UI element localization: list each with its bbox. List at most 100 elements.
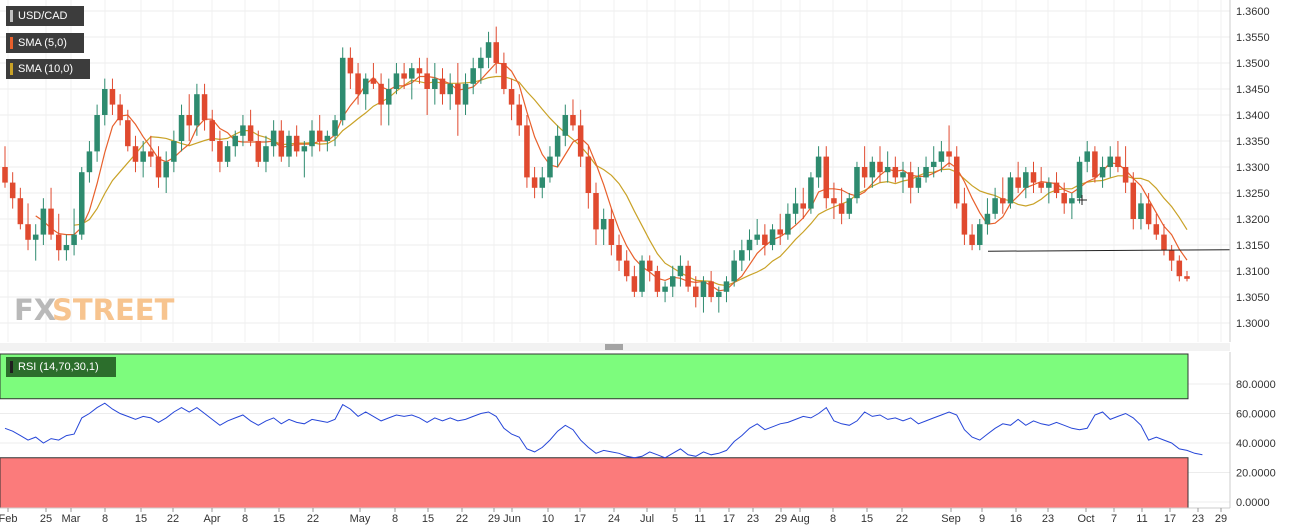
- candle[interactable]: [524, 115, 530, 188]
- candle[interactable]: [685, 260, 691, 292]
- candle[interactable]: [1130, 172, 1137, 230]
- candle[interactable]: [892, 156, 899, 183]
- candle[interactable]: [746, 229, 753, 261]
- candle[interactable]: [539, 167, 546, 199]
- candle[interactable]: [362, 73, 369, 110]
- candle[interactable]: [923, 156, 929, 183]
- candle[interactable]: [17, 187, 24, 230]
- candle[interactable]: [109, 78, 116, 115]
- candle[interactable]: [347, 47, 354, 89]
- candle[interactable]: [240, 115, 246, 147]
- candle[interactable]: [762, 224, 768, 256]
- legend-sma10[interactable]: SMA (10,0): [6, 59, 90, 79]
- candle[interactable]: [815, 146, 822, 188]
- candle[interactable]: [884, 151, 891, 183]
- candle[interactable]: [78, 167, 85, 240]
- candle[interactable]: [785, 203, 791, 240]
- candle[interactable]: [455, 63, 461, 136]
- candle[interactable]: [1153, 213, 1160, 240]
- candle[interactable]: [217, 130, 223, 173]
- candle[interactable]: [32, 224, 39, 261]
- candle[interactable]: [800, 187, 806, 219]
- candle[interactable]: [593, 182, 599, 245]
- candle[interactable]: [608, 208, 615, 256]
- candle[interactable]: [769, 224, 776, 251]
- candle[interactable]: [531, 167, 538, 199]
- candle[interactable]: [163, 151, 169, 193]
- candle[interactable]: [508, 78, 515, 121]
- candle[interactable]: [432, 63, 438, 105]
- candle[interactable]: [777, 213, 783, 245]
- candle[interactable]: [1099, 156, 1106, 188]
- candle[interactable]: [148, 135, 154, 167]
- candle[interactable]: [416, 57, 423, 84]
- candle[interactable]: [900, 161, 906, 193]
- candle[interactable]: [708, 271, 714, 303]
- candle[interactable]: [86, 141, 93, 183]
- candle[interactable]: [1084, 141, 1090, 173]
- candle[interactable]: [401, 63, 407, 89]
- candle[interactable]: [247, 109, 254, 147]
- candle[interactable]: [378, 73, 384, 126]
- candle[interactable]: [1176, 255, 1183, 282]
- candle[interactable]: [623, 250, 630, 282]
- resize-handle-icon[interactable]: [605, 344, 623, 350]
- candle[interactable]: [877, 146, 883, 183]
- candle[interactable]: [846, 193, 853, 219]
- candle[interactable]: [224, 141, 231, 167]
- candle[interactable]: [1069, 193, 1075, 219]
- candle[interactable]: [201, 83, 208, 131]
- candle[interactable]: [1061, 182, 1067, 214]
- candle[interactable]: [132, 135, 139, 173]
- legend-sma5[interactable]: SMA (5,0): [6, 33, 84, 53]
- candle[interactable]: [370, 63, 377, 89]
- candle[interactable]: [585, 146, 592, 209]
- candle[interactable]: [1107, 146, 1114, 178]
- candle[interactable]: [577, 109, 584, 167]
- candle[interactable]: [1015, 161, 1021, 193]
- legend-symbol[interactable]: USD/CAD: [6, 6, 84, 26]
- candle[interactable]: [270, 120, 277, 157]
- candle[interactable]: [25, 203, 31, 251]
- candle[interactable]: [792, 187, 799, 225]
- candle[interactable]: [232, 130, 239, 157]
- candle[interactable]: [1115, 141, 1121, 173]
- candle[interactable]: [409, 63, 415, 100]
- candle[interactable]: [71, 208, 77, 256]
- candle[interactable]: [293, 125, 300, 157]
- candle[interactable]: [1038, 167, 1044, 193]
- candle[interactable]: [278, 120, 285, 162]
- candle[interactable]: [930, 146, 937, 178]
- candle[interactable]: [723, 276, 730, 303]
- candle[interactable]: [739, 239, 745, 271]
- candle[interactable]: [1023, 167, 1029, 199]
- candle[interactable]: [516, 94, 523, 136]
- candle[interactable]: [1122, 146, 1129, 193]
- candle[interactable]: [462, 73, 469, 115]
- candle[interactable]: [2, 146, 8, 188]
- candle[interactable]: [301, 141, 308, 178]
- candle[interactable]: [984, 198, 991, 235]
- legend-rsi[interactable]: RSI (14,70,30,1): [6, 357, 116, 377]
- candle[interactable]: [117, 94, 123, 126]
- candle[interactable]: [209, 109, 215, 152]
- candle[interactable]: [1030, 161, 1037, 193]
- candle[interactable]: [754, 219, 760, 245]
- candle[interactable]: [600, 208, 607, 245]
- candle[interactable]: [1046, 177, 1052, 204]
- candle[interactable]: [386, 78, 392, 126]
- candle[interactable]: [946, 125, 952, 167]
- candle[interactable]: [140, 141, 146, 178]
- candle[interactable]: [547, 146, 553, 183]
- candle[interactable]: [1184, 271, 1190, 282]
- candle[interactable]: [1053, 172, 1060, 199]
- candle[interactable]: [324, 130, 331, 152]
- candle[interactable]: [171, 130, 177, 173]
- candle[interactable]: [48, 187, 54, 240]
- candle[interactable]: [194, 83, 200, 136]
- candle[interactable]: [1168, 245, 1175, 271]
- candle[interactable]: [102, 78, 108, 126]
- candle[interactable]: [186, 94, 192, 141]
- candle[interactable]: [915, 167, 922, 193]
- candle[interactable]: [332, 115, 338, 147]
